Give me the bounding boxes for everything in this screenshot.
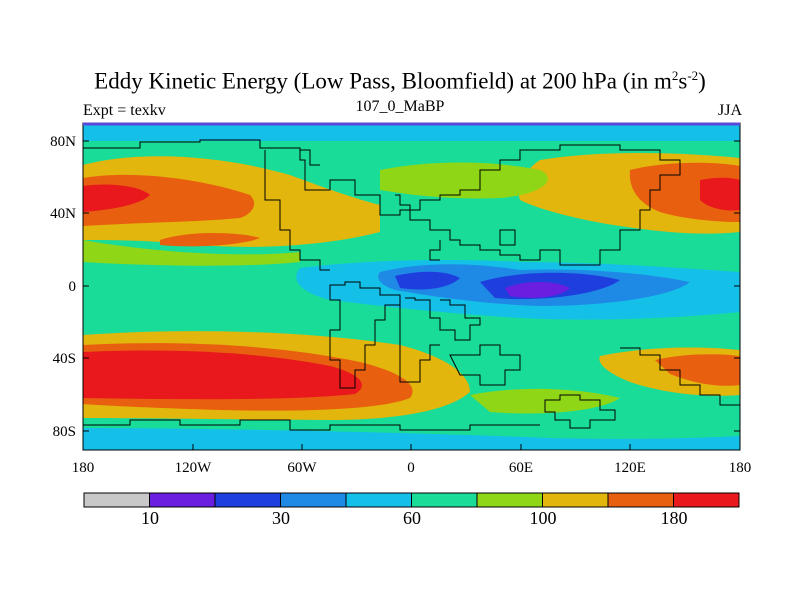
y-tick-label: 40N bbox=[50, 206, 76, 222]
chart-title: Eddy Kinetic Energy (Low Pass, Bloomfiel… bbox=[94, 68, 706, 94]
colorbar-box bbox=[83, 492, 150, 508]
sh-jet-red bbox=[83, 350, 362, 400]
continent-outlines bbox=[83, 139, 740, 431]
y-tick-label: 80S bbox=[53, 424, 76, 440]
colorbar-box bbox=[673, 492, 740, 508]
x-ticks bbox=[82, 444, 741, 450]
sh-polar-band bbox=[83, 428, 740, 450]
nh-orange-blob bbox=[160, 233, 260, 247]
colorbar-label: 60 bbox=[403, 508, 421, 528]
nh-lightgreen-south bbox=[83, 240, 300, 266]
x-tick-label: 120W bbox=[175, 460, 213, 476]
contour-field bbox=[83, 123, 740, 450]
colorbar-box bbox=[607, 492, 674, 508]
x-tick-label: 180 bbox=[729, 460, 752, 476]
sh-jet-orange-east bbox=[655, 354, 740, 386]
colorbar-label: 100 bbox=[529, 508, 557, 528]
colorbar-label: 180 bbox=[660, 508, 688, 528]
x-tick-label: 180 bbox=[72, 460, 95, 476]
nh-jet-red-east bbox=[700, 177, 740, 211]
x-tick-label: 60E bbox=[509, 460, 533, 476]
colorbar bbox=[83, 492, 740, 508]
x-tick-label: 60W bbox=[287, 460, 317, 476]
nh-lightgreen-central bbox=[380, 162, 548, 199]
colorbar-box bbox=[214, 492, 281, 508]
polar-band bbox=[83, 123, 740, 141]
case-label: 107_0_MaBP bbox=[355, 98, 445, 115]
y-tick-label: 40S bbox=[53, 351, 76, 367]
x-tick-label: 0 bbox=[407, 460, 415, 476]
experiment-label: Expt = texkv bbox=[83, 102, 166, 119]
season-label: JJA bbox=[717, 102, 742, 119]
y-tick-label: 0 bbox=[69, 279, 77, 295]
y-ticks bbox=[83, 140, 740, 432]
tropical-purple-min bbox=[505, 282, 570, 298]
colorbar-box bbox=[345, 492, 412, 508]
colorbar-box bbox=[280, 492, 347, 508]
colorbar-box bbox=[149, 492, 216, 508]
nh-jet-red-west bbox=[83, 184, 150, 212]
y-tick-labels: 80N 40N 0 40S 80S bbox=[50, 134, 76, 440]
colorbar-label: 30 bbox=[272, 508, 290, 528]
x-tick-labels: 180 120W 60W 0 60E 120E 180 bbox=[72, 460, 752, 476]
colorbar-box bbox=[411, 492, 478, 508]
colorbar-box bbox=[542, 492, 609, 508]
colorbar-label: 10 bbox=[141, 508, 159, 528]
y-tick-label: 80N bbox=[50, 134, 76, 150]
colorbar-box bbox=[476, 492, 543, 508]
x-tick-label: 120E bbox=[614, 460, 646, 476]
tropical-blue-west bbox=[395, 271, 460, 290]
